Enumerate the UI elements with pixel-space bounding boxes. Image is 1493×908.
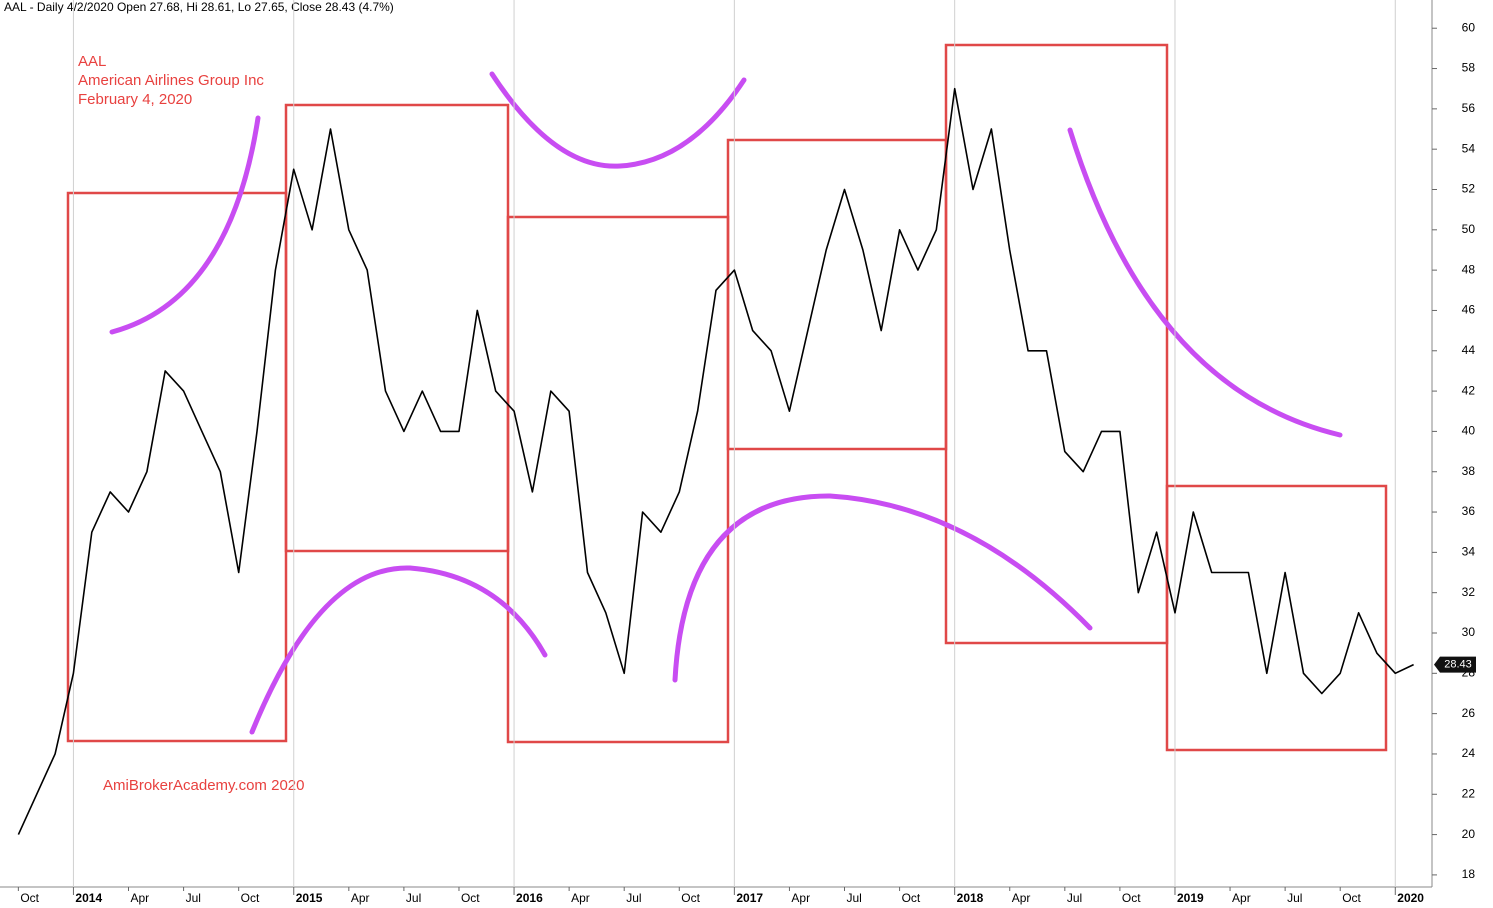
x-tick-label: Apr: [571, 891, 590, 905]
annotation: AAL: [78, 53, 106, 70]
x-tick-label: 2019: [1177, 891, 1204, 905]
x-tick-label: Oct: [1122, 891, 1141, 905]
y-tick-label: 34: [1462, 545, 1476, 559]
chart-title: AAL - Daily 4/2/2020 Open 27.68, Hi 28.6…: [4, 0, 394, 14]
x-tick-label: Oct: [241, 891, 260, 905]
x-tick-label: Oct: [20, 891, 39, 905]
box: [506, 215, 730, 744]
y-tick-label: 38: [1462, 464, 1476, 478]
price-tag: [1434, 656, 1476, 673]
x-tick-label: Apr: [791, 891, 810, 905]
annotation-boxes: [66, 43, 1388, 752]
y-tick-label: 36: [1462, 504, 1476, 518]
x-tick-label: 2014: [75, 891, 102, 905]
y-tick-label: 26: [1462, 706, 1476, 720]
x-tick-label: Jul: [186, 891, 201, 905]
y-tick-label: 48: [1462, 262, 1476, 276]
x-tick-label: Oct: [1342, 891, 1361, 905]
y-tick-label: 42: [1462, 383, 1476, 397]
x-tick-label: Oct: [902, 891, 921, 905]
arc: [249, 565, 548, 735]
y-tick-label: 56: [1462, 101, 1476, 115]
x-tick-label: Apr: [351, 891, 370, 905]
x-tick-label: Jul: [626, 891, 641, 905]
y-tick-label: 58: [1462, 61, 1476, 75]
annotation: American Airlines Group Inc: [78, 72, 264, 89]
y-tick-label: 52: [1462, 182, 1476, 196]
x-tick-label: Apr: [1012, 891, 1031, 905]
y-tick-label: 60: [1462, 20, 1476, 34]
y-tick-label: 22: [1462, 786, 1476, 800]
annotation: February 4, 2020: [78, 91, 192, 108]
x-tick-label: Apr: [1232, 891, 1251, 905]
x-tick-label: Oct: [681, 891, 700, 905]
x-tick-label: 2016: [516, 891, 543, 905]
arc: [1067, 127, 1343, 438]
y-tick-label: 30: [1462, 625, 1476, 639]
arc: [672, 493, 1093, 683]
y-tick-label: 32: [1462, 585, 1476, 599]
x-tick-label: Jul: [1287, 891, 1302, 905]
x-tick-label: 2015: [296, 891, 323, 905]
x-tick-label: Apr: [131, 891, 150, 905]
y-tick-label: 46: [1462, 303, 1476, 317]
box: [1165, 484, 1388, 752]
y-tick-label: 40: [1462, 424, 1476, 438]
y-tick-label: 50: [1462, 222, 1476, 236]
box: [944, 43, 1169, 645]
annotation: AmiBrokerAcademy.com 2020: [103, 777, 304, 794]
x-tick-label: Jul: [1067, 891, 1082, 905]
price-line: [17, 87, 1414, 835]
x-tick-label: 2020: [1397, 891, 1424, 905]
arc: [489, 71, 747, 169]
x-tick-label: Jul: [847, 891, 862, 905]
x-tick-label: 2018: [957, 891, 984, 905]
y-tick-label: 20: [1462, 827, 1476, 841]
price-tag-label: 28.43: [1444, 659, 1472, 671]
y-tick-label: 44: [1462, 343, 1476, 357]
y-tick-label: 54: [1462, 141, 1476, 155]
arc: [109, 115, 261, 335]
x-tick-label: Jul: [406, 891, 421, 905]
x-tick-label: Oct: [461, 891, 480, 905]
y-tick-label: 24: [1462, 746, 1476, 760]
y-tick-label: 18: [1462, 867, 1476, 881]
trend-arcs: [109, 71, 1343, 735]
x-tick-label: 2017: [736, 891, 763, 905]
